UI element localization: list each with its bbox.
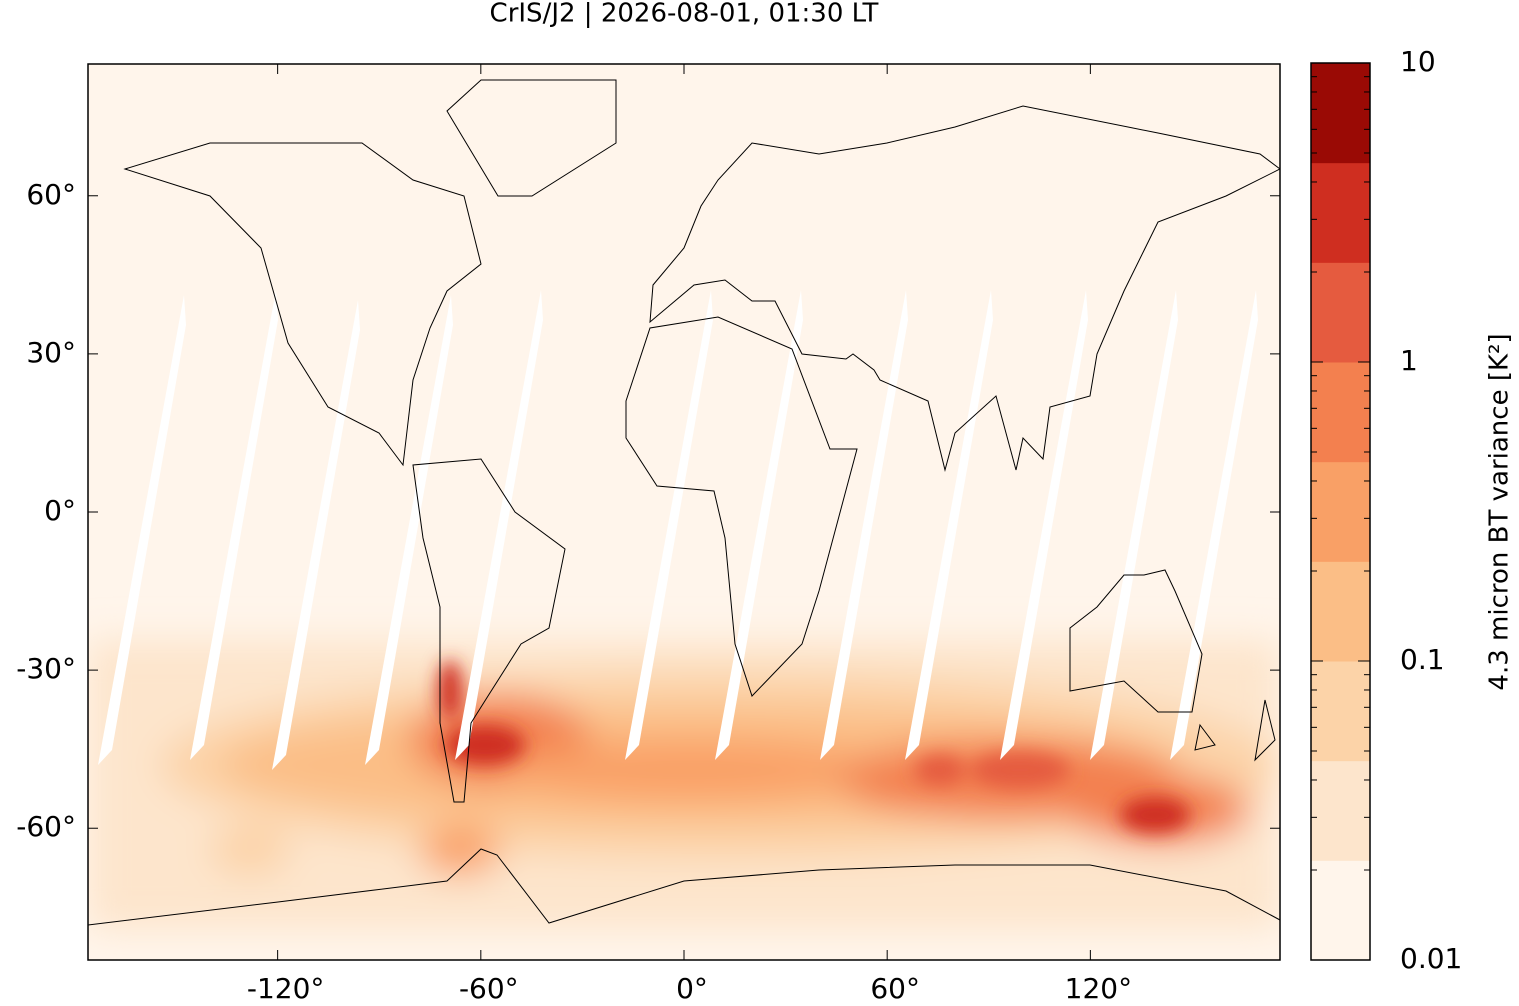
colorbar-band <box>1311 461 1370 562</box>
colorbar-band <box>1311 860 1370 961</box>
y-tick-label: 60° <box>26 178 76 211</box>
y-tick-label: 0° <box>44 494 76 527</box>
colorbar-band <box>1311 262 1370 363</box>
colorbar-band <box>1311 661 1370 762</box>
colorbar: 0.01 0.1 1 10 <box>1310 45 1462 975</box>
map-field <box>88 64 1280 960</box>
colorbar-band <box>1311 760 1370 861</box>
variance-field <box>88 640 1280 930</box>
x-tick-label: 120° <box>1065 972 1132 1002</box>
colorbar-band <box>1311 63 1370 164</box>
colorbar-frame <box>1310 62 1371 961</box>
x-tick-label: 60° <box>870 972 920 1002</box>
colorbar-tick-label: 10 <box>1400 45 1436 78</box>
axes: -120° -60° 0° 60° 120° -60° -30° 0° 30° 60° <box>16 64 1280 1005</box>
colorbar-label: 4.3 micron BT variance [K²] <box>1485 333 1515 690</box>
colorbar-band <box>1311 561 1370 662</box>
colorbar-band <box>1311 362 1370 463</box>
y-tick-label: -30° <box>16 652 76 685</box>
x-tick-label: -120° <box>247 972 325 1002</box>
y-tick-label: -60° <box>16 810 76 843</box>
chart-title: CrIS/J2 | 2026-08-01, 01:30 LT <box>490 0 879 29</box>
colorbar-tick-label: 0.1 <box>1400 643 1445 676</box>
x-tick-label: 0° <box>676 972 708 1002</box>
x-tick-label: -60° <box>459 972 519 1002</box>
colorbar-tick-label: 0.01 <box>1400 942 1462 975</box>
y-tick-label: 30° <box>26 336 76 369</box>
colorbar-tick-label: 1 <box>1400 344 1418 377</box>
coastlines <box>88 79 1280 926</box>
colorbar-band <box>1311 162 1370 263</box>
